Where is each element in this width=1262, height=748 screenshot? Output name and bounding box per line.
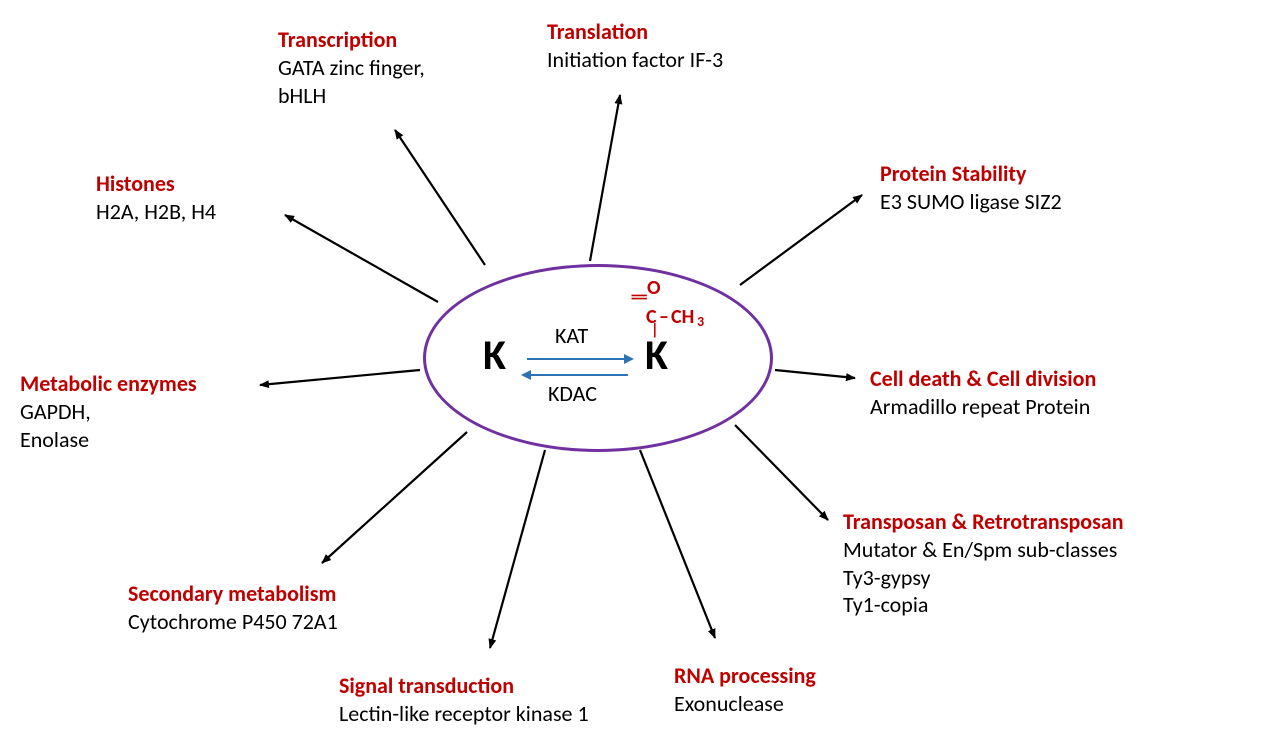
arrow-secondary-metabolism — [322, 432, 467, 563]
category-title-cell-death: Cell death & Cell division — [870, 365, 1096, 393]
category-detail-transposan: Ty1-copia — [843, 591, 928, 619]
category-detail-transcription: bHLH — [278, 82, 326, 110]
kat-arrow — [527, 358, 627, 360]
arrow-cell-death — [775, 370, 855, 378]
category-detail-metabolic-enzymes: GAPDH, — [20, 398, 91, 426]
acetyl-dash: – — [659, 305, 669, 330]
enzyme-kat-label: KAT — [555, 322, 588, 350]
category-title-metabolic-enzymes: Metabolic enzymes — [20, 370, 197, 398]
category-detail-protein-stability: E3 SUMO ligase SIZ2 — [880, 188, 1062, 216]
category-title-histones: Histones — [96, 170, 175, 198]
category-detail-metabolic-enzymes: Enolase — [20, 426, 89, 454]
category-detail-transposan: Mutator & En/Spm sub-classes — [843, 536, 1117, 564]
category-title-rna-processing: RNA processing — [674, 662, 816, 690]
arrow-signal-transduction — [490, 450, 545, 648]
arrow-transposan — [735, 425, 828, 520]
category-title-transcription: Transcription — [278, 26, 397, 54]
category-detail-rna-processing: Exonuclease — [674, 690, 784, 718]
category-title-transposan: Transposan & Retrotransposan — [843, 508, 1124, 536]
acetyl-CH3-sub3: 3 — [697, 313, 704, 331]
arrow-transcription — [395, 130, 485, 265]
enzyme-kdac-label: KDAC — [548, 380, 597, 408]
category-detail-signal-transduction: Lectin-like receptor kinase 1 — [339, 700, 589, 728]
category-title-protein-stability: Protein Stability — [880, 160, 1026, 188]
arrow-histones — [285, 215, 438, 302]
diagram-stage: K K O ‖ C – CH 3 | KAT KDAC Transcriptio… — [0, 0, 1262, 748]
category-title-secondary-metabolism: Secondary metabolism — [128, 580, 336, 608]
lysine-K-left: K — [483, 330, 506, 383]
acetyl-CH3-CH: CH — [671, 305, 694, 330]
category-detail-translation: Initiation factor IF-3 — [547, 46, 723, 74]
category-detail-transcription: GATA zinc finger, — [278, 54, 425, 82]
category-detail-transposan: Ty3-gypsy — [843, 564, 931, 592]
kdac-arrow — [528, 374, 628, 376]
acetyl-double-bond: ‖ — [629, 293, 650, 301]
category-detail-secondary-metabolism: Cytochrome P450 72A1 — [128, 608, 338, 636]
acetyl-vbar: | — [651, 321, 659, 341]
arrow-metabolic-enzymes — [260, 370, 420, 385]
category-title-signal-transduction: Signal transduction — [339, 672, 514, 700]
category-detail-histones: H2A, H2B, H4 — [96, 198, 216, 226]
arrow-rna-processing — [640, 450, 715, 638]
arrow-translation — [590, 95, 620, 261]
category-title-translation: Translation — [547, 18, 648, 46]
category-detail-cell-death: Armadillo repeat Protein — [870, 393, 1090, 421]
arrow-protein-stability — [740, 195, 862, 285]
